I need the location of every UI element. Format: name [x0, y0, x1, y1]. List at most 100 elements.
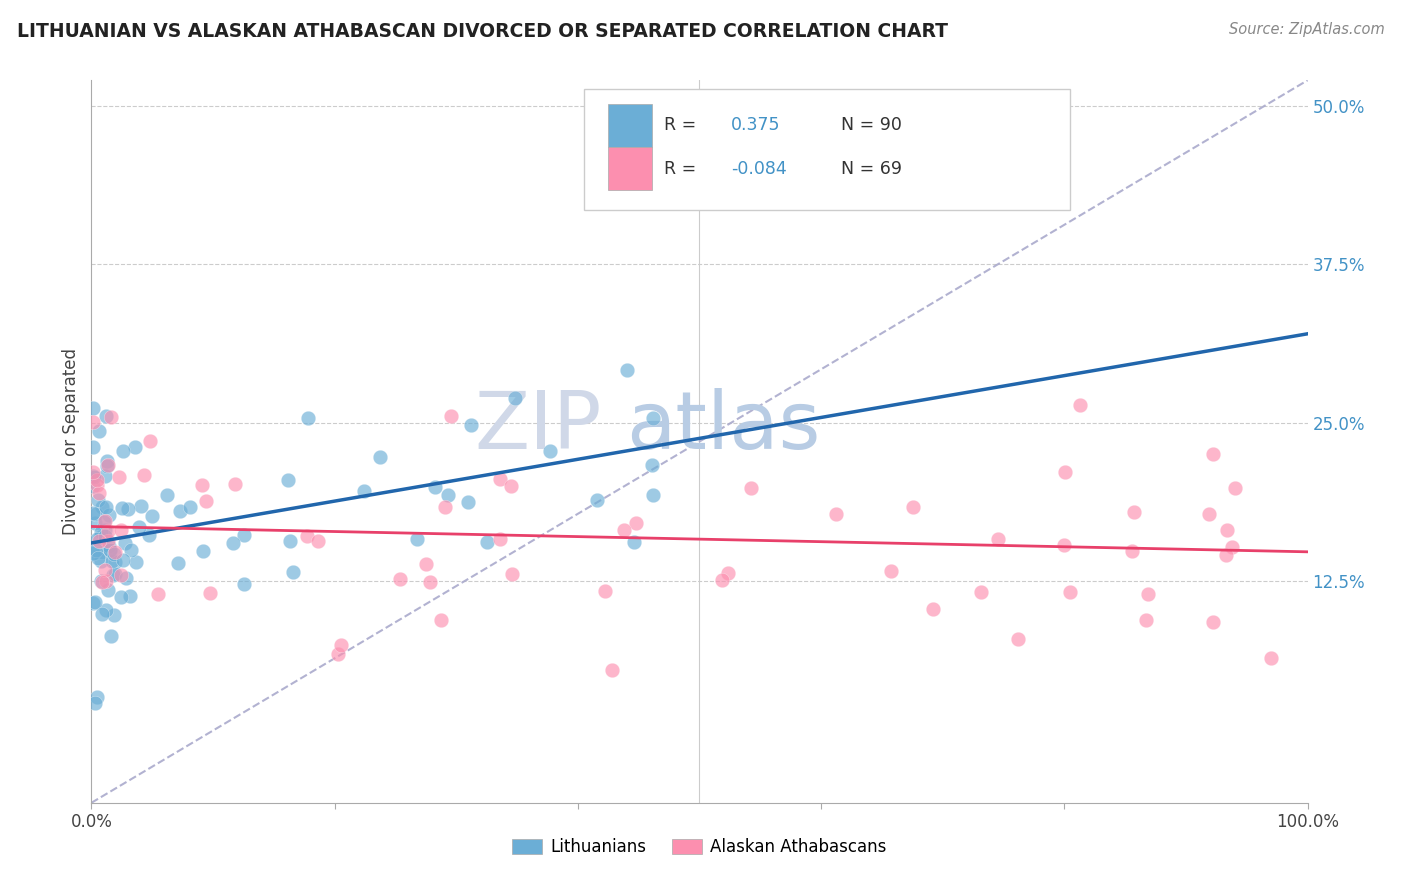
Point: [970, 585, 993, 599]
Point: [825, 507, 848, 521]
Text: LITHUANIAN VS ALASKAN ATHABASCAN DIVORCED OR SEPARATED CORRELATION CHART: LITHUANIAN VS ALASKAN ATHABASCAN DIVORCE…: [17, 22, 948, 41]
Point: [903, 500, 925, 514]
Point: [96, 409, 118, 424]
Point: [1223, 481, 1246, 495]
Point: [97, 582, 120, 597]
Point: [415, 558, 437, 572]
Point: [111, 444, 134, 458]
Point: [600, 663, 623, 677]
Point: [1260, 651, 1282, 665]
Text: N = 69: N = 69: [841, 160, 901, 178]
Point: [87, 425, 110, 439]
Point: [98, 542, 121, 557]
Point: [179, 500, 201, 514]
FancyBboxPatch shape: [609, 104, 652, 147]
Point: [640, 458, 662, 472]
Point: [82, 465, 104, 479]
Point: [198, 586, 221, 600]
Point: [101, 568, 124, 582]
Point: [104, 566, 127, 581]
Point: [98, 508, 121, 522]
Point: [307, 534, 329, 549]
Point: [626, 516, 648, 530]
Point: [538, 443, 561, 458]
Point: [740, 481, 762, 495]
Point: [1137, 587, 1160, 601]
Point: [1135, 613, 1157, 627]
Text: Source: ZipAtlas.com: Source: ZipAtlas.com: [1229, 22, 1385, 37]
Point: [1198, 507, 1220, 521]
Point: [1053, 465, 1076, 479]
Point: [125, 555, 148, 569]
Point: [430, 613, 453, 627]
Point: [1220, 540, 1243, 554]
Point: [94, 603, 117, 617]
Point: [93, 528, 115, 542]
Point: [91, 545, 114, 559]
Point: [84, 507, 107, 521]
Point: [425, 480, 447, 494]
Point: [499, 479, 522, 493]
Point: [82, 415, 104, 429]
Point: [1053, 538, 1076, 552]
Point: [710, 573, 733, 587]
Text: N = 90: N = 90: [841, 117, 901, 135]
Point: [86, 477, 108, 491]
Point: [108, 470, 131, 484]
Point: [641, 410, 664, 425]
Point: [389, 572, 412, 586]
Point: [419, 574, 441, 589]
Point: [97, 458, 120, 472]
Text: ZIP: ZIP: [475, 388, 602, 467]
Point: [103, 547, 125, 561]
Point: [82, 469, 104, 483]
Text: -0.084: -0.084: [731, 160, 787, 178]
Point: [330, 639, 353, 653]
Text: R =: R =: [664, 160, 696, 178]
Point: [117, 502, 139, 516]
Point: [82, 479, 104, 493]
Point: [585, 492, 607, 507]
Text: atlas: atlas: [627, 388, 821, 467]
Point: [124, 440, 146, 454]
Point: [477, 535, 499, 549]
Point: [87, 486, 110, 500]
Point: [1216, 523, 1239, 537]
Point: [86, 533, 108, 547]
Point: [191, 478, 214, 492]
Point: [104, 545, 127, 559]
Text: R =: R =: [664, 117, 696, 135]
Point: [167, 556, 190, 570]
Point: [110, 523, 132, 537]
Point: [278, 533, 301, 548]
Point: [83, 546, 105, 560]
Point: [100, 629, 122, 643]
Point: [156, 488, 179, 502]
Point: [84, 516, 107, 530]
Point: [110, 567, 132, 582]
FancyBboxPatch shape: [609, 147, 652, 190]
Point: [169, 504, 191, 518]
Point: [880, 564, 903, 578]
Point: [82, 506, 104, 520]
Point: [87, 550, 110, 565]
Point: [94, 523, 117, 537]
Point: [91, 607, 114, 622]
Point: [98, 539, 121, 553]
Point: [111, 501, 134, 516]
Point: [1069, 399, 1091, 413]
Point: [94, 469, 117, 483]
Point: [91, 500, 114, 514]
Point: [84, 542, 107, 557]
Point: [96, 454, 118, 468]
Point: [103, 608, 125, 623]
Point: [84, 595, 107, 609]
Point: [132, 467, 155, 482]
Point: [93, 514, 115, 528]
Point: [191, 544, 214, 558]
Point: [501, 566, 523, 581]
Point: [93, 515, 115, 529]
Point: [138, 528, 160, 542]
Point: [87, 533, 110, 548]
Y-axis label: Divorced or Separated: Divorced or Separated: [62, 348, 80, 535]
